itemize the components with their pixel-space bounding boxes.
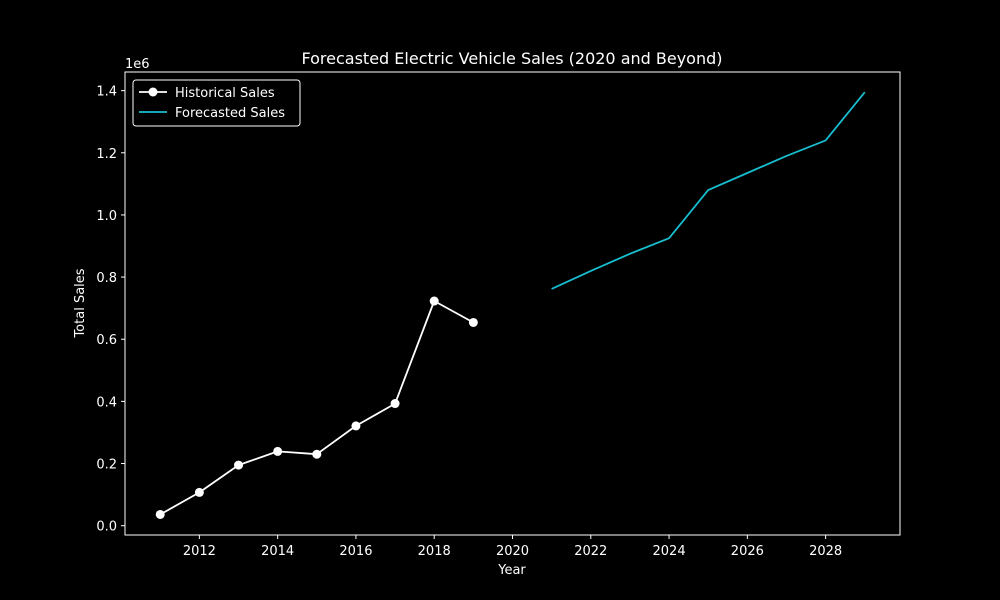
legend-marker-historical-sales xyxy=(148,87,158,97)
historical-sales-point xyxy=(429,296,439,306)
x-tick-label: 2028 xyxy=(809,544,842,559)
x-tick-label: 2024 xyxy=(653,544,686,559)
y-tick-label: 0.6 xyxy=(96,333,117,348)
historical-sales-point xyxy=(390,399,400,409)
legend-box xyxy=(132,79,301,127)
y-tick-label: 1.2 xyxy=(96,147,117,162)
legend: Historical Sales Forecasted Sales xyxy=(132,79,301,127)
legend-label-forecasted-sales: Forecasted Sales xyxy=(175,106,285,121)
x-axis-title: Year xyxy=(497,563,526,578)
chart-title: Forecasted Electric Vehicle Sales (2020 … xyxy=(302,49,723,68)
legend-label-historical-sales: Historical Sales xyxy=(175,86,275,101)
y-tick-label: 0.8 xyxy=(96,271,117,286)
y-tick-label: 0.4 xyxy=(96,395,117,410)
historical-sales-point xyxy=(312,449,322,459)
historical-sales-point xyxy=(194,487,204,497)
x-tick-label: 2022 xyxy=(574,544,607,559)
historical-sales-point xyxy=(351,421,361,431)
y-tick-label: 0.0 xyxy=(96,520,117,535)
x-tick-label: 2014 xyxy=(261,544,294,559)
y-axis-scale-label: 1e6 xyxy=(125,57,150,72)
historical-sales-point xyxy=(155,509,165,519)
forecasted-sales-line xyxy=(551,91,866,290)
historical-sales-line xyxy=(159,300,474,516)
y-tick-label: 0.2 xyxy=(96,458,117,473)
x-tick-label: 2012 xyxy=(183,544,216,559)
historical-sales-point xyxy=(234,460,244,470)
x-tick-label: 2020 xyxy=(496,544,529,559)
historical-sales-point xyxy=(273,446,283,456)
y-axis-title: Total Sales xyxy=(73,268,88,338)
x-tick-label: 2026 xyxy=(731,544,764,559)
y-tick-label: 1.4 xyxy=(96,85,117,100)
historical-sales-point xyxy=(468,317,478,327)
x-tick-label: 2018 xyxy=(418,544,451,559)
y-tick-label: 1.0 xyxy=(96,209,117,224)
x-tick-label: 2016 xyxy=(339,544,372,559)
